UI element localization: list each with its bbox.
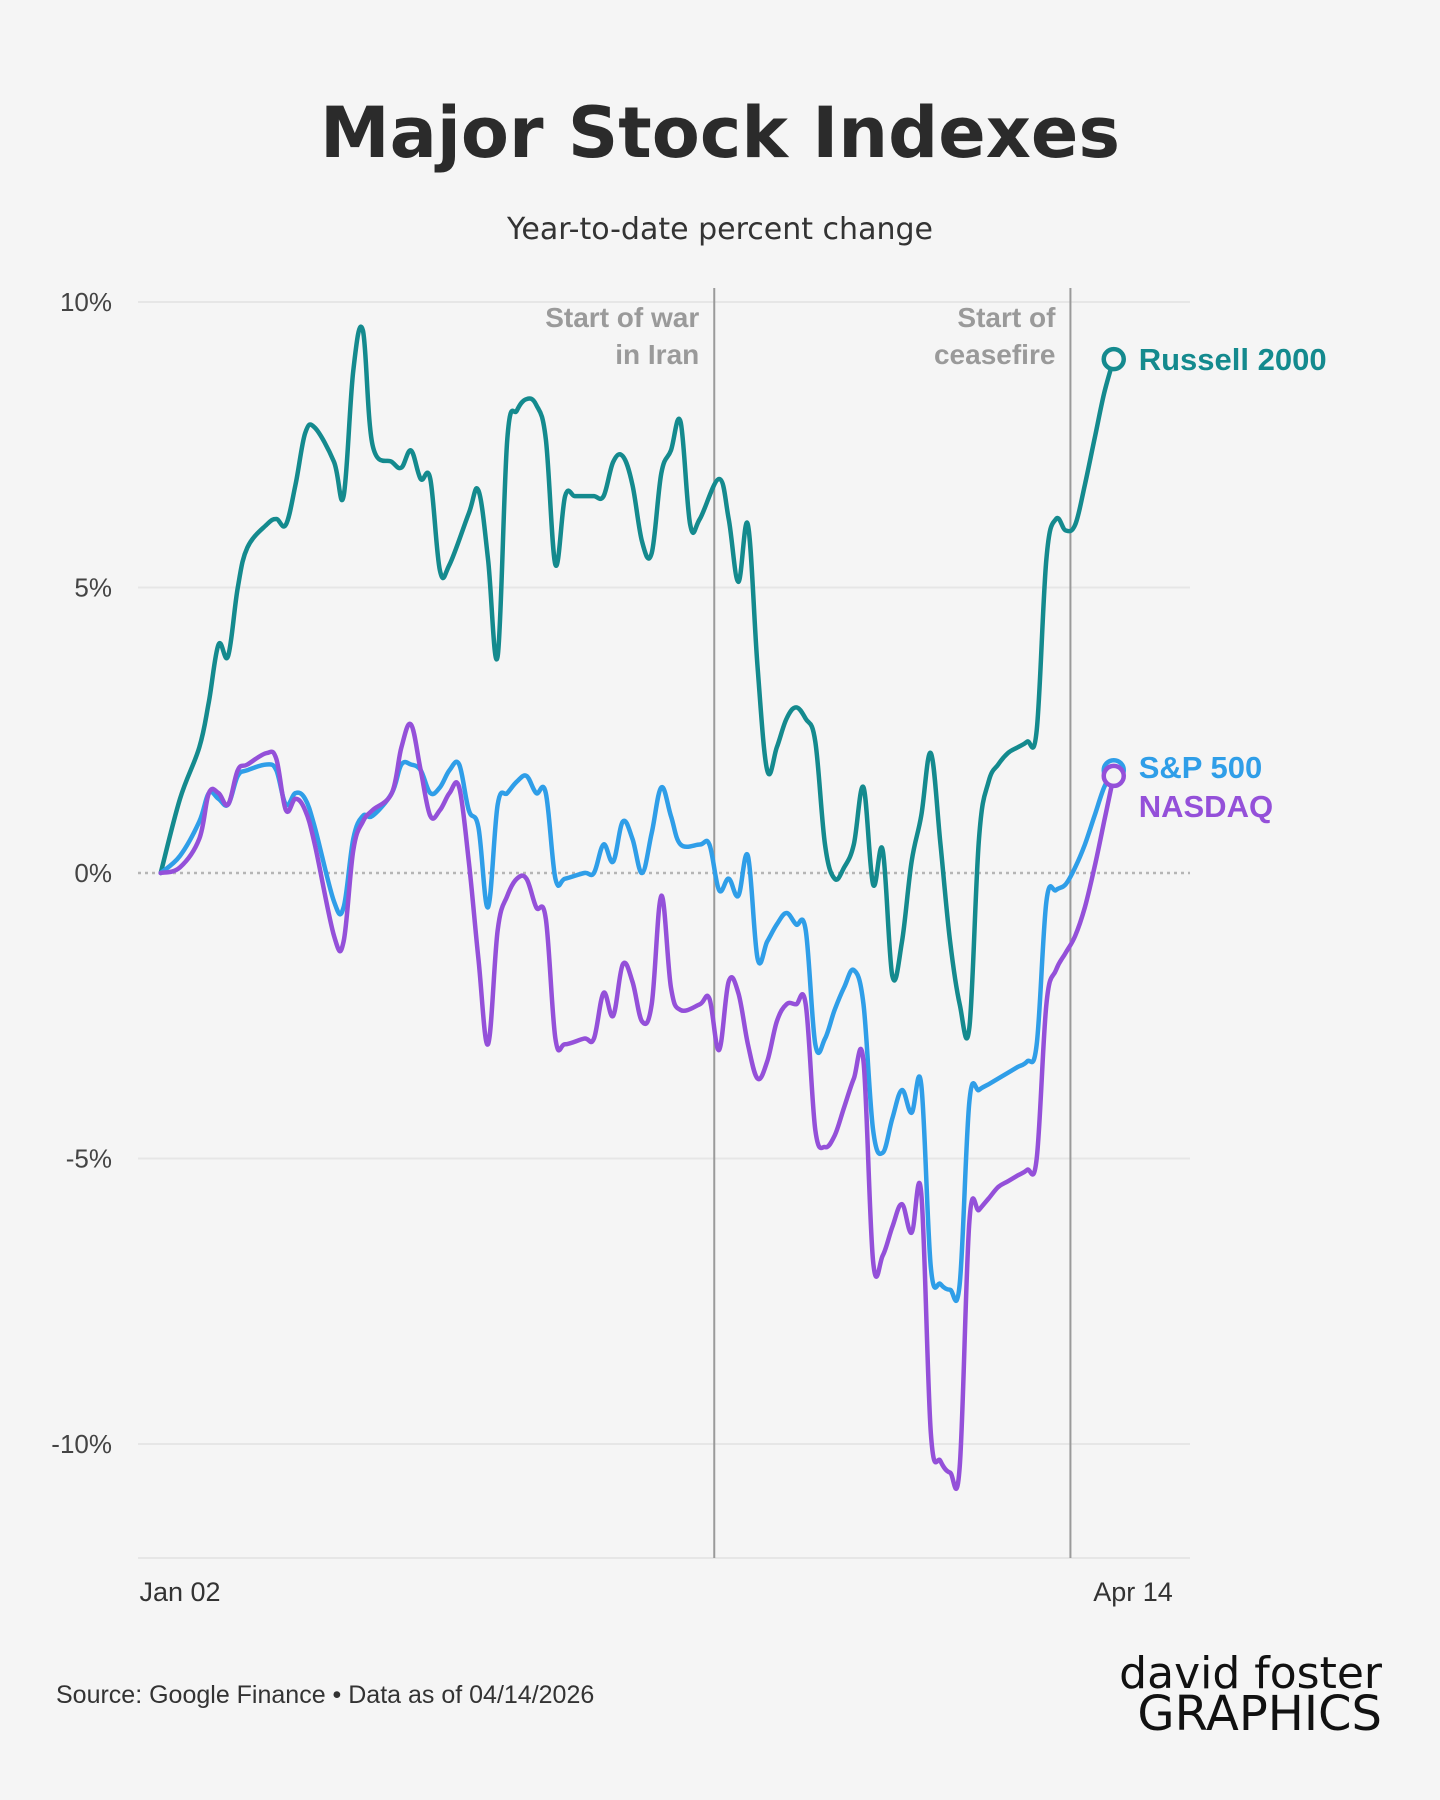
event-label: ceasefire <box>934 339 1055 370</box>
series-labels: Russell 2000 S&P 500 NASDAQ <box>1139 342 1327 824</box>
event-label: Start of <box>957 302 1056 333</box>
y-tick-label: -5% <box>66 1144 112 1174</box>
series-label-s-p-500: S&P 500 <box>1139 750 1263 785</box>
chart-subtitle: Year-to-date percent change <box>506 212 933 247</box>
logo-line1: david foster <box>1119 1648 1383 1699</box>
y-tick-label: -10% <box>51 1429 112 1459</box>
source-note: Source: Google Finance • Data as of 04/1… <box>56 1681 594 1709</box>
grid-layer <box>138 301 1190 1559</box>
event-annotations: Start of war in Iran Start of ceasefire <box>545 288 1072 1558</box>
logo: david foster GRAPHICS <box>1119 1648 1383 1742</box>
series-label-russell-2000: Russell 2000 <box>1139 342 1327 377</box>
y-tick-label: 5% <box>74 573 112 603</box>
end-marker-nasdaq <box>1101 763 1126 789</box>
event-label: Start of war <box>545 302 699 333</box>
event-label: in Iran <box>615 339 699 370</box>
y-tick-label: 10% <box>60 287 112 317</box>
chart-title: Major Stock Indexes <box>320 92 1120 174</box>
y-tick-label: 0% <box>74 858 112 888</box>
series-line-nasdaq <box>158 721 1116 1491</box>
axis-labels: 10% 5% 0% -5% -10% Jan 02 Apr 14 <box>51 287 1172 1607</box>
x-tick-label: Jan 02 <box>139 1577 220 1607</box>
series-line-russell-2000 <box>158 324 1116 1041</box>
logo-line2: GRAPHICS <box>1137 1686 1382 1742</box>
series-layer <box>158 324 1126 1491</box>
x-tick-label: Apr 14 <box>1093 1577 1173 1607</box>
end-marker-russell-2000 <box>1101 346 1126 372</box>
series-label-nasdaq: NASDAQ <box>1139 789 1273 824</box>
